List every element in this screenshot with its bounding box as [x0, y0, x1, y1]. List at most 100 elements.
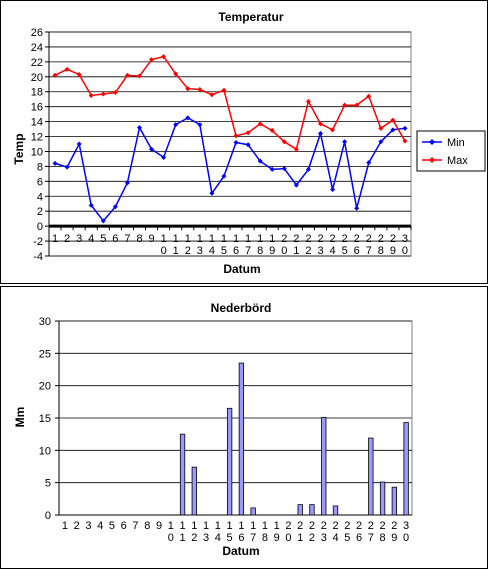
temperature-x-tick-char: 8	[257, 245, 263, 257]
precipitation-x-tick-char: 6	[238, 532, 244, 544]
temperature-x-tick-label: 2	[64, 233, 70, 245]
precipitation-x-axis-label: Datum	[222, 544, 259, 558]
precipitation-x-tick-char: 0	[285, 532, 291, 544]
temperature-x-tick-char: 2	[281, 233, 287, 245]
precipitation-bar	[191, 466, 197, 516]
temperature-min-point	[100, 218, 106, 224]
temperature-min-point	[112, 204, 118, 210]
temperature-x-tick-label: 3	[76, 233, 82, 245]
temperature-x-tick-char: 1	[161, 233, 167, 245]
precipitation-x-tick-char: 6	[356, 532, 362, 544]
temperature-max-point	[269, 128, 275, 134]
precipitation-x-tick-label: 1	[62, 520, 68, 532]
temperature-x-tick-char: 3	[76, 233, 82, 245]
temperature-x-tick-char: 5	[342, 245, 348, 257]
temperature-x-axis-label: Datum	[223, 262, 260, 276]
precipitation-x-tick-char: 2	[309, 520, 315, 532]
temperature-max-point	[354, 102, 360, 108]
temperature-x-tick-char: 5	[221, 245, 227, 257]
precipitation-x-tick-char: 3	[203, 532, 209, 544]
precipitation-x-tick-char: 1	[215, 520, 221, 532]
precipitation-x-tick-label: 2	[74, 520, 80, 532]
temperature-max-point	[124, 72, 130, 78]
temperature-gridlines	[45, 31, 412, 257]
precipitation-x-tick-label: 3	[85, 520, 91, 532]
precipitation-x-tick-char: 2	[332, 520, 338, 532]
temperature-max-point	[112, 89, 118, 95]
temperature-x-tick-label: 6	[112, 233, 118, 245]
legend-min-marker	[429, 139, 435, 145]
temperature-x-tick-char: 8	[136, 233, 142, 245]
precipitation-x-tick-char: 5	[227, 532, 233, 544]
temperature-max-point	[366, 93, 372, 99]
precipitation-x-tick-char: 2	[309, 532, 315, 544]
temperature-x-tick-char: 2	[330, 233, 336, 245]
precipitation-x-tick-char: 8	[262, 532, 268, 544]
temperature-max-point	[88, 92, 94, 98]
temperature-x-tick-char: 1	[197, 233, 203, 245]
temperature-min-point	[245, 142, 251, 148]
temperature-min-point	[221, 173, 227, 179]
precipitation-x-tick-char: 0	[168, 532, 174, 544]
temperature-x-tick-char: 1	[52, 233, 58, 245]
temperature-min-point	[293, 182, 299, 188]
temperature-y-tick-label: 26	[31, 27, 43, 39]
temperature-max-point	[100, 91, 106, 97]
temperature-max-point	[318, 121, 323, 127]
temperature-x-tick-label: 4	[88, 233, 94, 245]
precipitation-x-tick-label: 9	[156, 520, 162, 532]
temperature-max-point	[390, 117, 396, 123]
temperature-x-tick-char: 2	[293, 233, 299, 245]
temperature-y-tick-label: 24	[31, 42, 43, 54]
precipitation-x-tick-char: 2	[321, 520, 327, 532]
temperature-max-point	[52, 72, 58, 78]
temperature-max-point	[305, 98, 311, 104]
precipitation-x-tick-label: 5	[109, 520, 115, 532]
temperature-y-axis-label: Temp	[12, 133, 26, 164]
temperature-x-tick-char: 1	[173, 233, 179, 245]
precipitation-x-tick-char: 2	[285, 520, 291, 532]
precipitation-x-tick-char: 3	[321, 532, 327, 544]
precipitation-x-tick-char: 2	[391, 520, 397, 532]
temperature-max-point	[281, 139, 287, 145]
temperature-x-tick-char: 6	[354, 245, 360, 257]
temperature-series-min-line	[54, 117, 406, 223]
temperature-x-tick-char: 2	[378, 233, 384, 245]
temperature-y-tick-label: 0	[37, 221, 43, 233]
temperature-x-tick-label: 1	[52, 233, 58, 245]
precipitation-x-tick-char: 2	[74, 520, 80, 532]
legend-min-label: Min	[447, 137, 465, 149]
temperature-x-tick-char: 7	[366, 245, 372, 257]
temperature-max-point	[149, 57, 155, 63]
precipitation-x-tick-label: 4	[97, 520, 103, 532]
legend-box	[416, 130, 486, 172]
precipitation-x-tick-char: 6	[121, 520, 127, 532]
precipitation-x-tick-char: 1	[203, 520, 209, 532]
temperature-max-point	[342, 102, 348, 108]
temperature-max-point	[173, 71, 179, 77]
temperature-x-tick-char: 1	[293, 245, 299, 257]
temperature-min-point	[378, 139, 384, 145]
temperature-x-tick-char: 4	[209, 245, 215, 257]
temperature-x-tick-char: 9	[269, 245, 275, 257]
precipitation-y-axis-label: Mm	[13, 407, 27, 428]
temperature-min-point	[390, 127, 396, 133]
temperature-y-tick-label: 6	[37, 176, 43, 188]
precipitation-x-tick-char: 1	[238, 520, 244, 532]
temperature-x-tick-char: 7	[124, 233, 130, 245]
temperature-x-tick-char: 3	[402, 233, 408, 245]
